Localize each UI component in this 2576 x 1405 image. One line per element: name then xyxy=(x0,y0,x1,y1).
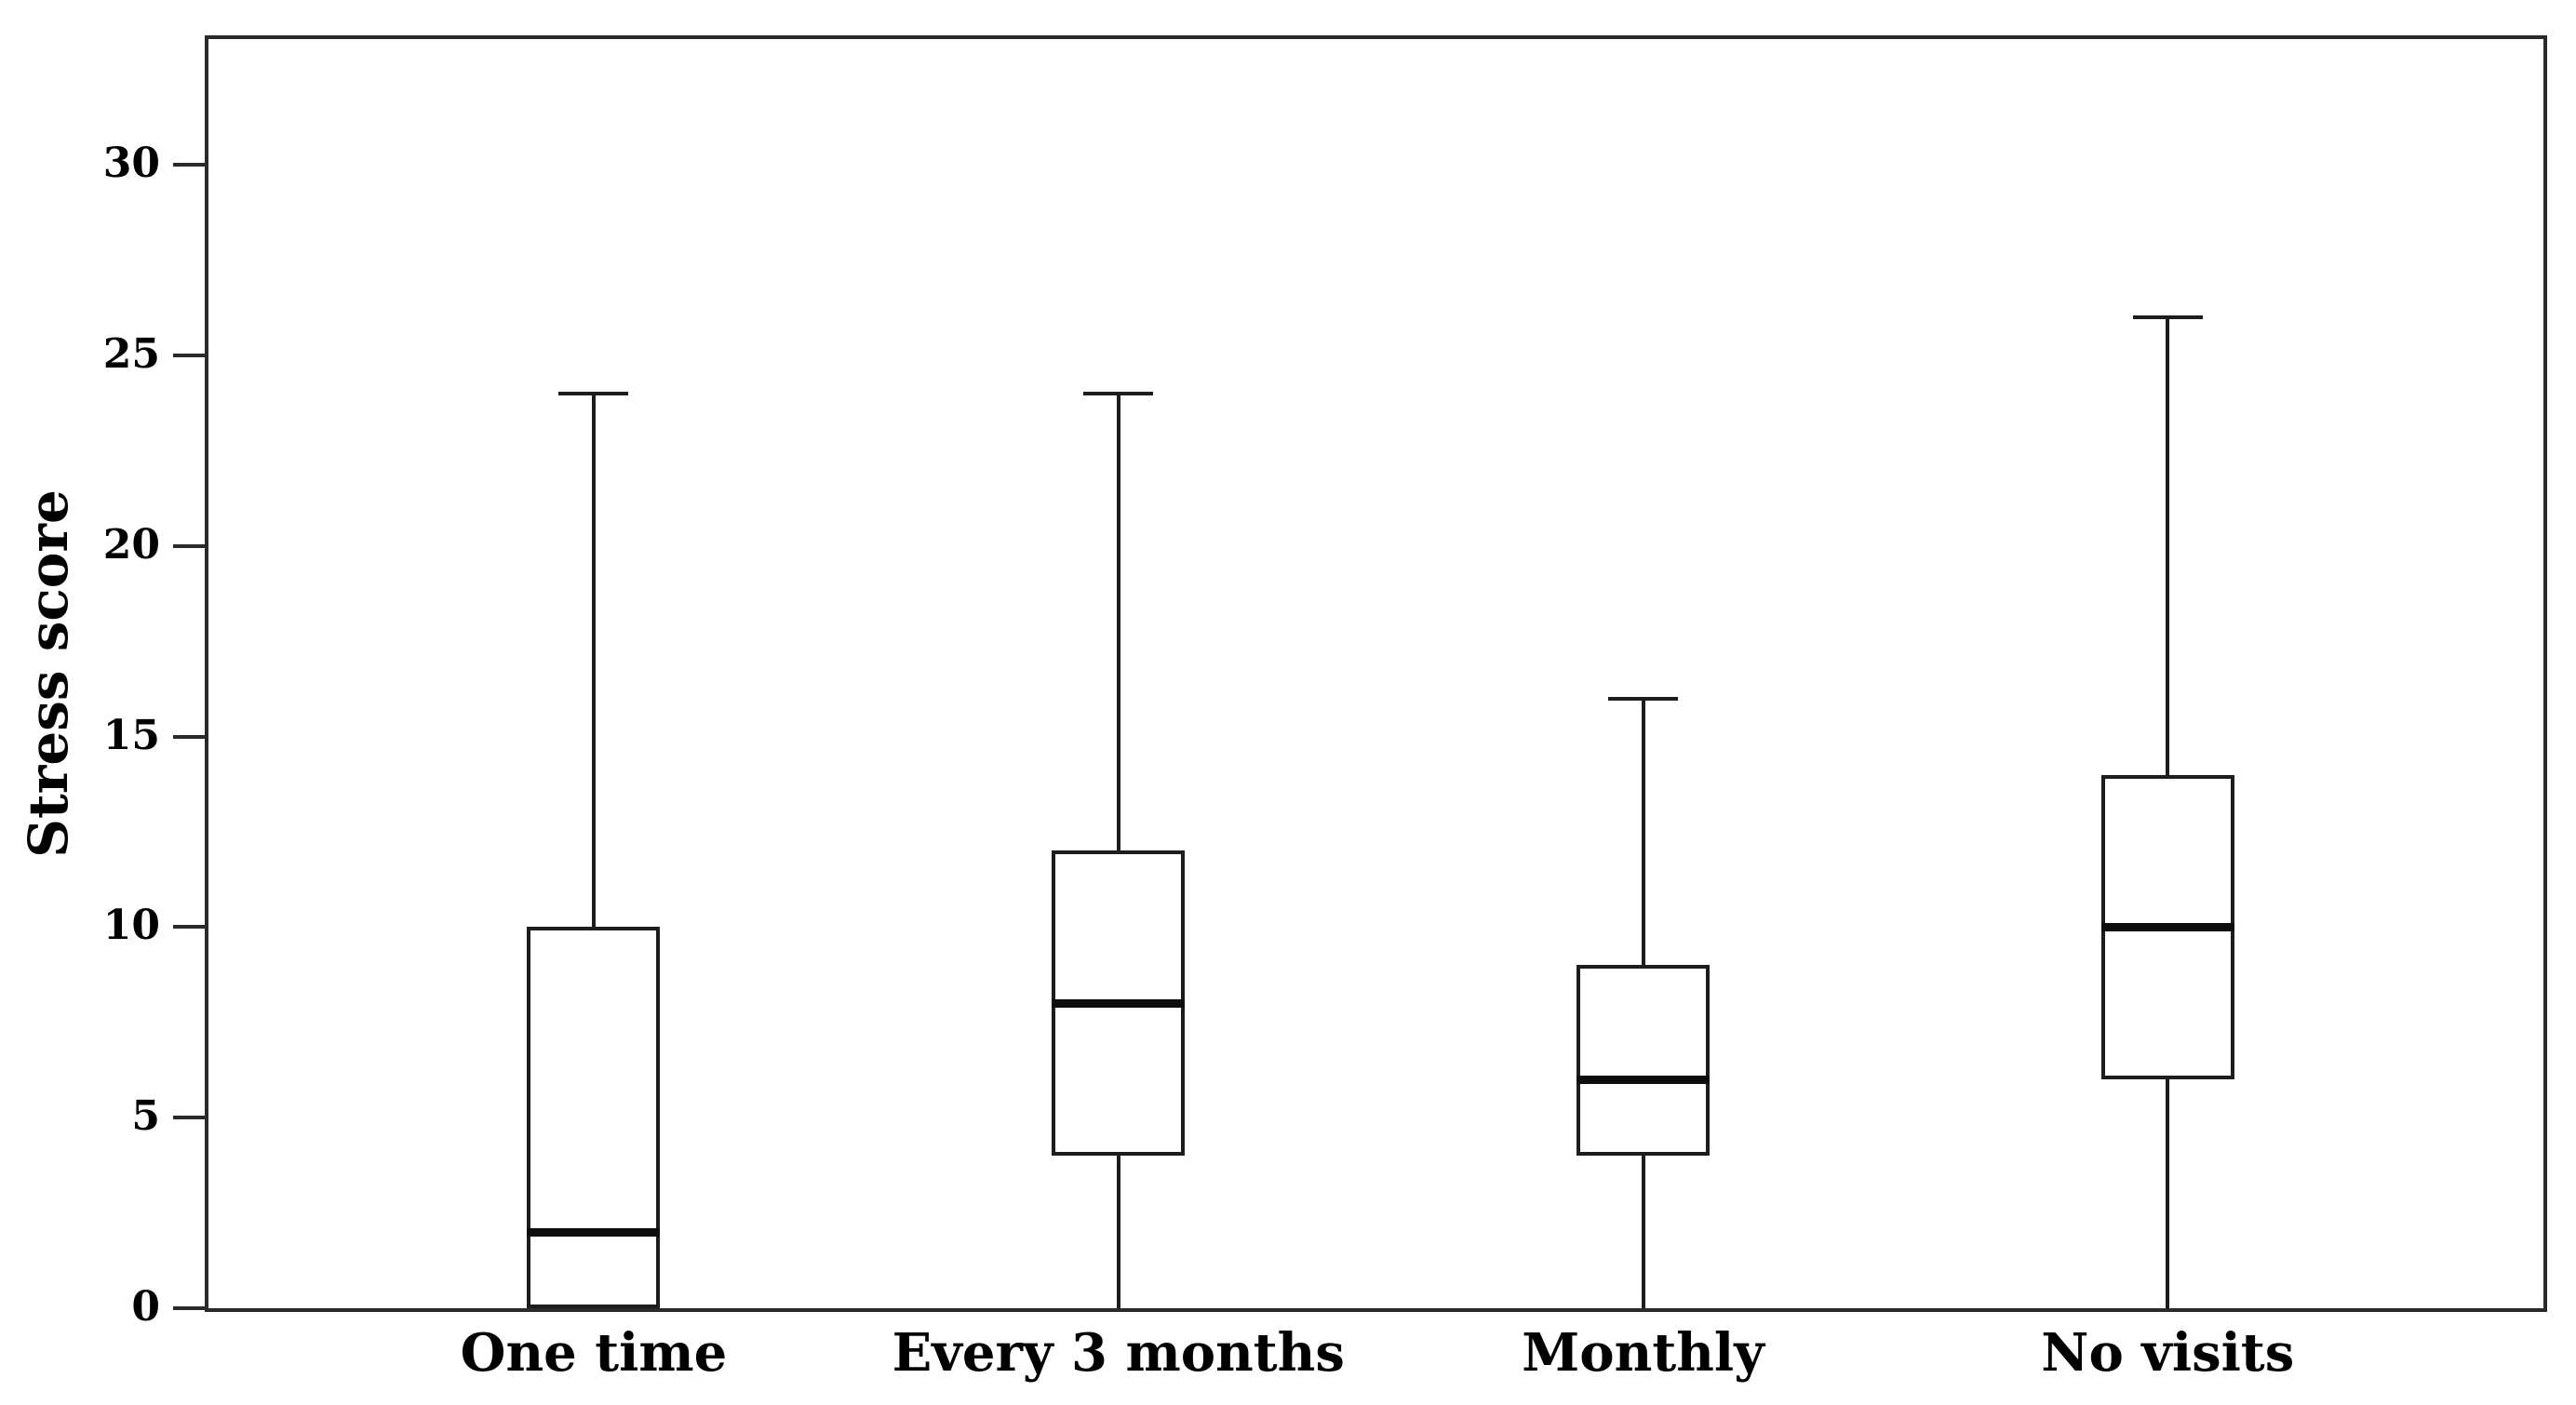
y-tick xyxy=(173,1116,208,1120)
upper-whisker-cap xyxy=(2132,315,2203,319)
lower-whisker xyxy=(1116,1156,1120,1308)
y-tick xyxy=(173,353,208,357)
x-category-label: One time xyxy=(460,1322,728,1384)
y-tick-label: 10 xyxy=(102,902,160,950)
upper-whisker-cap xyxy=(1083,391,1154,395)
box xyxy=(527,927,661,1308)
y-tick xyxy=(173,543,208,548)
y-tick-label: 0 xyxy=(131,1283,160,1331)
median-line xyxy=(527,1227,661,1237)
median-line xyxy=(1576,1075,1711,1084)
x-category-label: Every 3 months xyxy=(892,1322,1345,1384)
y-tick xyxy=(173,925,208,930)
median-line xyxy=(2100,922,2234,931)
lower-whisker xyxy=(1641,1156,1645,1308)
x-category-label: No visits xyxy=(2041,1322,2295,1384)
upper-whisker-cap xyxy=(1608,696,1679,701)
upper-whisker xyxy=(1641,698,1645,966)
median-line xyxy=(1052,998,1186,1008)
y-tick-label: 5 xyxy=(131,1092,160,1141)
y-tick xyxy=(173,1306,208,1310)
upper-whisker-cap xyxy=(558,391,629,395)
box xyxy=(1576,965,1711,1157)
upper-whisker xyxy=(591,393,596,928)
y-tick-label: 30 xyxy=(102,140,160,188)
y-tick xyxy=(173,734,208,739)
y-tick-label: 20 xyxy=(102,520,160,569)
y-tick-label: 15 xyxy=(102,711,160,759)
lower-whisker xyxy=(2166,1079,2170,1308)
x-category-label: Monthly xyxy=(1522,1322,1764,1384)
upper-whisker xyxy=(2166,317,2170,775)
y-tick xyxy=(173,163,208,167)
upper-whisker xyxy=(1116,393,1120,851)
y-tick-label: 25 xyxy=(102,330,160,379)
